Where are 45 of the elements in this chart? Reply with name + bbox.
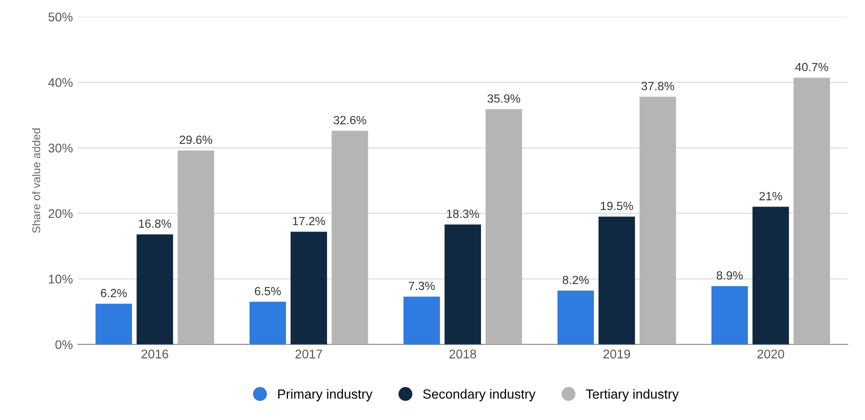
data-label: 19.5% — [600, 202, 634, 210]
bar — [598, 216, 635, 344]
y-tick-label: 10% — [48, 274, 73, 284]
bar — [332, 130, 368, 344]
data-label: 8.9% — [716, 271, 743, 280]
y-tick-label: 50% — [48, 12, 73, 22]
data-label: 32.6% — [334, 116, 366, 124]
bar — [136, 234, 174, 344]
data-label: 40.7% — [795, 62, 828, 72]
data-label: 17.2% — [292, 216, 326, 226]
legend-label: Primary industry — [278, 389, 372, 402]
bar — [752, 206, 789, 344]
data-label: 6.2% — [100, 288, 127, 298]
x-tick-label: 2017 — [296, 350, 322, 358]
y-tick-label: 30% — [48, 144, 73, 152]
bar — [486, 109, 522, 344]
bar — [96, 304, 132, 344]
legend-label: Secondary industry — [423, 389, 536, 402]
y-tick-label: 20% — [48, 209, 73, 218]
bar — [557, 290, 594, 344]
bar — [711, 286, 748, 344]
bar — [290, 232, 328, 344]
bar — [640, 96, 676, 344]
x-tick-label: 2016 — [142, 350, 168, 358]
data-label: 29.6% — [180, 136, 212, 144]
legend-label: Tertiary industry — [586, 389, 679, 402]
y-axis-title: Share of value added — [32, 128, 40, 233]
data-label: 18.3% — [446, 210, 480, 218]
bar — [794, 78, 830, 344]
data-label: 35.9% — [488, 94, 520, 103]
data-label: 6.5% — [254, 286, 281, 296]
x-tick-label: 2019 — [603, 350, 630, 358]
y-tick-label: 0% — [55, 340, 73, 350]
data-label: 16.8% — [139, 219, 172, 228]
bar — [403, 296, 440, 344]
data-label: 7.3% — [408, 282, 435, 290]
bar — [444, 224, 481, 344]
data-label: 21% — [759, 192, 782, 200]
x-tick-label: 2020 — [757, 350, 784, 358]
data-label: 8.2% — [562, 276, 589, 284]
x-tick-label: 2018 — [450, 350, 476, 358]
bar — [178, 150, 214, 344]
y-tick-label: 40% — [48, 78, 73, 87]
bar — [250, 302, 286, 344]
data-label: 37.8% — [642, 82, 674, 90]
